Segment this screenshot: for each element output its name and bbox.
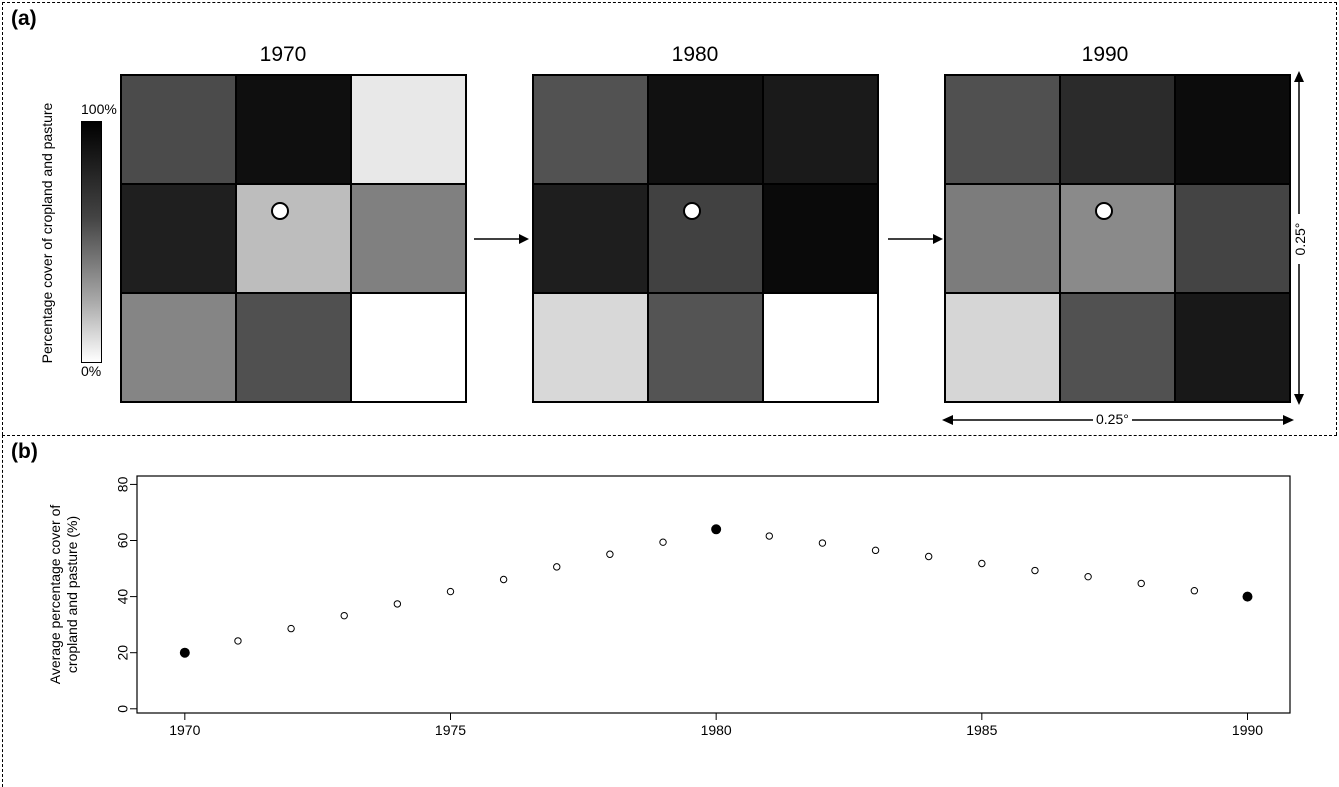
- data-point-open: [924, 552, 933, 561]
- data-point-open: [553, 563, 561, 571]
- grid-1980-cell: [763, 184, 878, 293]
- arrow-right-icon: [474, 234, 529, 244]
- grid-1990-cell: [945, 184, 1060, 293]
- grid-1970-cell: [236, 75, 351, 184]
- x-tick-label: 1990: [1232, 722, 1263, 738]
- focal-point-marker: [271, 202, 289, 220]
- colorbar: [81, 121, 102, 363]
- data-point-open: [287, 624, 295, 633]
- x-tick-label: 1980: [701, 722, 732, 738]
- grid-1990-cell: [1175, 184, 1290, 293]
- grid-1980-cell: [763, 293, 878, 402]
- y-axis-label: cropland and pasture (%): [64, 516, 80, 673]
- grid-1990-cell: [1175, 75, 1290, 184]
- plot-frame: [136, 475, 1291, 714]
- y-axis-label: Average percentage cover of: [47, 505, 63, 685]
- grid-1970-cell: [121, 184, 236, 293]
- grid-1990-cell: [1060, 75, 1175, 184]
- grid-1990: [944, 74, 1291, 403]
- grid-1970-cell: [351, 293, 466, 402]
- data-point-open: [1137, 579, 1145, 588]
- data-point-open: [871, 546, 880, 555]
- x-tick-label: 1975: [435, 722, 466, 738]
- grid-1990-cell: [945, 75, 1060, 184]
- data-point-open: [446, 587, 455, 596]
- colorbar-min-label: 0%: [81, 363, 102, 379]
- grid-1990-cell: [1060, 184, 1175, 293]
- grid-1970-cell: [236, 184, 351, 293]
- grid-1980-cell: [763, 75, 878, 184]
- grid-1980: [532, 74, 879, 403]
- grid-1990-title: 1990: [1081, 43, 1129, 66]
- grid-1970: [120, 74, 467, 403]
- grid-1970-cell: [121, 293, 236, 402]
- data-point-open: [659, 538, 667, 546]
- arrow-right-icon: [888, 234, 943, 244]
- data-point-open: [340, 611, 348, 620]
- grid-1980-title: 1980: [671, 43, 719, 66]
- y-tick-label: 40: [115, 589, 131, 605]
- y-tick-label: 80: [115, 476, 131, 492]
- colorbar-max-label: 100%: [81, 101, 117, 117]
- data-point-open: [818, 539, 827, 547]
- grid-1980-cell: [533, 75, 648, 184]
- grid-1980-cell: [533, 184, 648, 293]
- grid-1980-cell: [648, 293, 763, 402]
- data-point-open: [1190, 587, 1199, 595]
- data-point-open: [234, 637, 242, 645]
- grid-1990-cell: [1175, 293, 1290, 402]
- y-tick-label: 0: [115, 705, 131, 713]
- focal-point-marker: [1095, 202, 1113, 220]
- x-tick-label: 1985: [966, 722, 997, 738]
- grid-1970-title: 1970: [259, 43, 307, 66]
- data-point-open: [606, 550, 614, 558]
- grid-1980-cell: [648, 75, 763, 184]
- horizontal-scale-label: 0.25°: [1093, 411, 1132, 427]
- scatter-chart: 1970 1975 1980 1985 1990 0 20 40 60 80 Average pe…: [47, 475, 1291, 738]
- vertical-scale-label: 0.25°: [1292, 214, 1308, 264]
- focal-point-marker: [683, 202, 701, 220]
- grid-1970-cell: [351, 75, 466, 184]
- grid-1980-cell: [648, 184, 763, 293]
- grid-1970-cell: [236, 293, 351, 402]
- grid-1990-cell: [945, 293, 1060, 402]
- panel-a-label: (a): [11, 7, 37, 30]
- y-tick-label: 20: [115, 645, 131, 661]
- colorbar-title: Percentage cover of cropland and pasture: [39, 102, 55, 364]
- data-point-filled: [179, 647, 190, 658]
- grid-1970-cell: [121, 75, 236, 184]
- data-point-filled: [1242, 591, 1253, 602]
- y-tick-label: 60: [115, 533, 131, 549]
- data-point-filled: [711, 524, 722, 535]
- grid-1970-cell: [351, 184, 466, 293]
- data-point-open: [765, 532, 773, 540]
- data-point-open: [393, 600, 402, 608]
- data-point-open: [499, 575, 508, 584]
- grid-1980-cell: [533, 293, 648, 402]
- panel-b: (b) 1970 1975 1980 1985 1990 0 20 40 60 80 Averag…: [2, 435, 1337, 787]
- panel-a: (a) 100% 0% Percentage cover of cropland…: [2, 2, 1337, 435]
- data-point-open: [1031, 566, 1039, 575]
- panel-b-label: (b): [11, 440, 38, 463]
- data-point-open: [1084, 572, 1092, 581]
- data-point-open: [978, 559, 986, 568]
- grid-1990-cell: [1060, 293, 1175, 402]
- x-tick-label: 1970: [169, 722, 200, 738]
